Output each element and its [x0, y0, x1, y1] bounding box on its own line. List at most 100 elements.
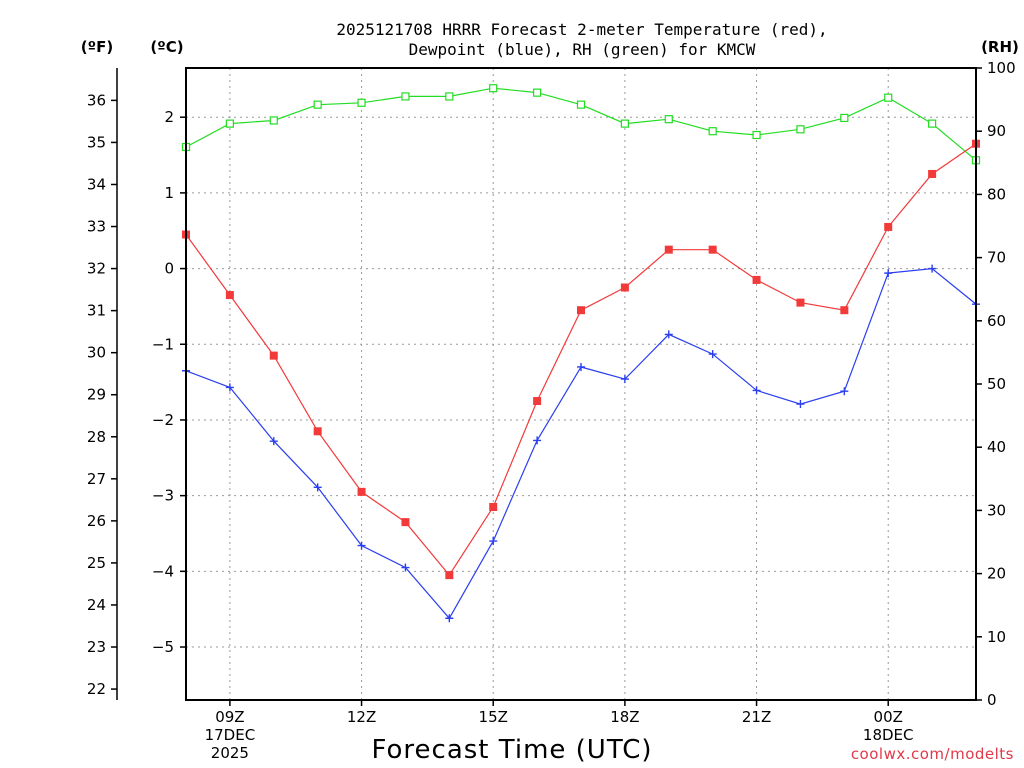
rh-tick-label-0: 100 — [987, 59, 1016, 77]
celsius-tick-label-2: 0 — [164, 260, 174, 278]
dewpoint-point-16 — [884, 269, 893, 278]
temperature-point-8 — [533, 397, 542, 406]
fahrenheit-tick-label-9: 27 — [87, 470, 106, 488]
rh-point-5 — [401, 92, 410, 101]
x-tick-label-1-0: 12Z — [347, 708, 376, 726]
temperature-point-3 — [313, 427, 322, 436]
temperature-point-2 — [269, 351, 278, 360]
dewpoint-point-3 — [313, 483, 322, 492]
fahrenheit-tick-label-8: 28 — [87, 428, 106, 446]
x-tick-label-5-1: 18DEC — [863, 726, 914, 744]
temperature-point-15 — [840, 306, 849, 315]
temperature-line — [185, 143, 977, 577]
temperature-point-7 — [489, 502, 498, 511]
dewpoint-point-10 — [620, 375, 629, 384]
fahrenheit-tick-label-13: 23 — [87, 638, 106, 656]
rh-point-14 — [796, 125, 805, 134]
celsius-tick-label-6: −4 — [152, 562, 174, 580]
temperature-point-12 — [708, 245, 717, 254]
dewpoint-point-14 — [796, 400, 805, 409]
credit-text: coolwx.com/modelts — [851, 745, 1014, 763]
temperature-point-6 — [445, 571, 454, 580]
x-tick-label-0-0: 09Z — [215, 708, 244, 726]
fahrenheit-tick-label-11: 25 — [87, 554, 106, 572]
dewpoint-point-7 — [489, 537, 498, 546]
rh-tick-label-3: 70 — [987, 249, 1006, 267]
rh-tick-label-9: 10 — [987, 628, 1006, 646]
series-layer — [181, 84, 981, 623]
dewpoint-point-11 — [664, 330, 673, 339]
rh-unit-label: (RH) — [981, 38, 1019, 56]
fahrenheit-tick-label-2: 34 — [87, 175, 106, 193]
celsius-tick-label-4: −2 — [152, 411, 174, 429]
x-tick-label-0-1: 17DEC — [205, 726, 256, 744]
rh-point-12 — [708, 127, 717, 136]
dewpoint-point-6 — [445, 614, 454, 623]
x-axis-title: Forecast Time (UTC) — [371, 735, 652, 765]
chart-title-line-2: Dewpoint (blue), RH (green) for KMCW — [409, 40, 756, 59]
rh-tick-label-4: 60 — [987, 312, 1006, 330]
temperature-point-14 — [796, 298, 805, 307]
rh-point-17 — [928, 119, 937, 128]
celsius-tick-label-7: −5 — [152, 638, 174, 656]
chart-title-line-1: 2025121708 HRRR Forecast 2-meter Tempera… — [336, 20, 827, 39]
dewpoint-point-5 — [401, 563, 410, 572]
dewpoint-line — [185, 267, 977, 620]
fahrenheit-tick-label-1: 35 — [87, 133, 106, 151]
rh-tick-label-10: 0 — [987, 691, 997, 709]
temperature-point-16 — [884, 222, 893, 231]
celsius-tick-label-1: 1 — [164, 184, 174, 202]
rh-tick-label-6: 40 — [987, 438, 1006, 456]
x-tick-label-2-0: 15Z — [479, 708, 508, 726]
plot-gridlines — [186, 68, 976, 700]
fahrenheit-axis: 36 35 34 33 32 31 30 29 28 27 26 25 24 23 22 — [87, 68, 118, 700]
temperature-series — [182, 139, 980, 580]
rh-point-11 — [664, 115, 673, 124]
temperature-point-10 — [620, 283, 629, 292]
chart-title: 2025121708 HRRR Forecast 2-meter Tempera… — [336, 20, 827, 59]
temperature-point-17 — [928, 169, 937, 178]
fahrenheit-tick-label-5: 31 — [87, 302, 106, 320]
dewpoint-point-1 — [225, 383, 234, 392]
x-tick-label-5-0: 00Z — [874, 708, 903, 726]
fahrenheit-unit-label: (ºF) — [81, 38, 113, 56]
rh-tick-label-1: 90 — [987, 122, 1006, 140]
rh-tick-label-5: 50 — [987, 375, 1006, 393]
dewpoint-point-8 — [533, 436, 542, 445]
fahrenheit-tick-label-12: 24 — [87, 596, 106, 614]
rh-point-16 — [884, 93, 893, 102]
fahrenheit-tick-label-3: 33 — [87, 218, 106, 236]
rh-point-10 — [620, 119, 629, 128]
temperature-point-4 — [357, 487, 366, 496]
fahrenheit-tick-label-10: 26 — [87, 512, 106, 530]
dewpoint-point-12 — [708, 350, 717, 359]
temperature-point-5 — [401, 518, 410, 527]
rh-point-13 — [752, 130, 761, 140]
rh-point-1 — [225, 119, 234, 128]
dewpoint-point-13 — [752, 386, 761, 395]
celsius-tick-label-5: −3 — [152, 487, 174, 505]
plot-frame — [185, 67, 977, 701]
dewpoint-series — [182, 264, 980, 623]
rh-point-8 — [533, 88, 542, 97]
fahrenheit-tick-label-0: 36 — [87, 91, 106, 109]
x-tick-label-0-2: 2025 — [211, 744, 249, 762]
temperature-point-13 — [752, 275, 761, 284]
dewpoint-point-15 — [840, 387, 849, 396]
temperature-point-9 — [577, 306, 585, 315]
fahrenheit-tick-label-6: 30 — [87, 344, 106, 362]
celsius-tick-label-0: 2 — [164, 108, 174, 126]
rh-tick-label-2: 80 — [987, 185, 1006, 203]
rh-tick-label-7: 30 — [987, 501, 1006, 519]
rh-point-7 — [489, 84, 498, 93]
rh-point-4 — [357, 98, 366, 107]
fahrenheit-tick-label-7: 29 — [87, 386, 106, 404]
rh-line — [185, 87, 977, 161]
celsius-unit-label: (ºC) — [150, 38, 183, 56]
rh-point-2 — [269, 116, 278, 125]
rh-series — [181, 84, 981, 165]
dewpoint-point-9 — [577, 362, 585, 371]
